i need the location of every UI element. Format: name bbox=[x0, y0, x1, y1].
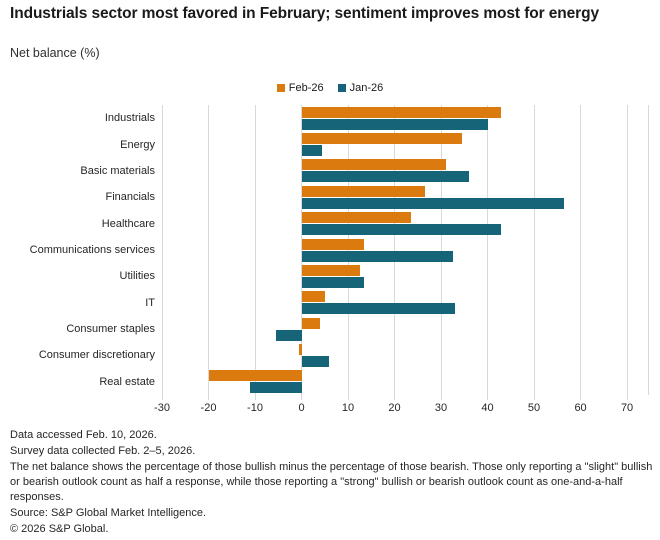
category-label: IT bbox=[145, 296, 155, 309]
footnote-line: Survey data collected Feb. 2–5, 2026. bbox=[10, 445, 196, 457]
x-tick-label: 70 bbox=[620, 402, 634, 414]
category-label: Industrials bbox=[104, 112, 155, 125]
bar-feb-26-energy bbox=[301, 133, 462, 145]
category-label: Basic materials bbox=[80, 164, 155, 177]
x-tick-label: -20 bbox=[200, 402, 217, 414]
category-label: Energy bbox=[120, 138, 155, 151]
chart-subtitle: Net balance (%) bbox=[10, 46, 100, 60]
bar-feb-26-consumer-discretionary bbox=[299, 343, 302, 355]
x-tick-label: 60 bbox=[574, 402, 587, 414]
footnote-line: Data accessed Feb. 10, 2026. bbox=[10, 429, 157, 441]
x-tick-label: 10 bbox=[341, 402, 355, 414]
legend-swatch-icon bbox=[337, 84, 346, 92]
chart-title: Industrials sector most favored in Febru… bbox=[10, 5, 600, 22]
footnote-line: © 2026 S&P Global. bbox=[10, 523, 109, 535]
bar-feb-26-communications-services bbox=[301, 238, 365, 250]
x-tick-label: 40 bbox=[481, 402, 494, 414]
gridline bbox=[580, 105, 582, 400]
gridline bbox=[254, 105, 256, 400]
legend-item-jan-26: Jan-26 bbox=[337, 82, 384, 94]
bar-feb-26-it bbox=[301, 291, 325, 303]
x-axis: -30 -20 -10 0 10 20 30 40 50 60 70 bbox=[154, 402, 648, 416]
category-label: Healthcare bbox=[101, 217, 155, 230]
bar-feb-26-real-estate bbox=[208, 370, 302, 382]
bar-jan-26-healthcare bbox=[301, 224, 502, 236]
x-tick-label: 0 bbox=[298, 402, 305, 414]
bar-jan-26-consumer-discretionary bbox=[301, 355, 330, 367]
bar-feb-26-industrials bbox=[301, 106, 502, 118]
x-tick-label: -30 bbox=[154, 402, 170, 414]
bar-jan-26-consumer-staples bbox=[275, 329, 302, 341]
category-label: Consumer staples bbox=[66, 323, 155, 336]
bar-jan-26-utilities bbox=[301, 276, 365, 288]
bar-jan-26-it bbox=[301, 303, 455, 315]
footnotes: Data accessed Feb. 10, 2026. Survey data … bbox=[10, 428, 656, 538]
bar-feb-26-healthcare bbox=[301, 212, 411, 224]
gridline bbox=[533, 105, 535, 400]
footnote-line: Source: S&P Global Market Intelligence. bbox=[10, 507, 207, 519]
category-label: Consumer discretionary bbox=[38, 349, 155, 362]
category-label: Financials bbox=[105, 191, 155, 204]
category-label: Communications services bbox=[29, 243, 155, 256]
category-axis: Industrials Energy Basic materials Financia… bbox=[0, 105, 155, 395]
legend-label: Jan-26 bbox=[349, 82, 384, 94]
x-tick-label: 50 bbox=[527, 402, 541, 414]
footnote-line: The net balance shows the percentage of … bbox=[10, 461, 653, 503]
gridline bbox=[626, 105, 628, 400]
bar-feb-26-utilities bbox=[301, 264, 360, 276]
bar-jan-26-industrials bbox=[301, 118, 488, 130]
bar-jan-26-financials bbox=[301, 197, 565, 209]
bar-jan-26-energy bbox=[301, 145, 323, 157]
bar-feb-26-consumer-staples bbox=[301, 317, 321, 329]
legend-label: Feb-26 bbox=[288, 82, 324, 94]
x-tick-label: 20 bbox=[388, 402, 401, 414]
gridline bbox=[487, 105, 489, 400]
legend-item-feb-26: Feb-26 bbox=[276, 82, 324, 94]
bar-feb-26-financials bbox=[301, 185, 425, 197]
bar-feb-26-basic-materials bbox=[301, 159, 446, 171]
bar-jan-26-real-estate bbox=[250, 382, 302, 394]
x-tick-label: 30 bbox=[434, 402, 448, 414]
category-label: Utilities bbox=[119, 270, 155, 283]
gridline bbox=[208, 105, 209, 400]
bar-jan-26-basic-materials bbox=[301, 171, 469, 183]
x-tick-label: -10 bbox=[247, 402, 263, 414]
plot-area bbox=[161, 105, 649, 400]
category-label: Real estate bbox=[99, 375, 155, 388]
legend-swatch-icon bbox=[276, 84, 285, 92]
bar-jan-26-communications-services bbox=[301, 250, 453, 262]
chart-legend: Feb-26 Jan-26 bbox=[0, 81, 660, 95]
gridline bbox=[161, 105, 163, 400]
